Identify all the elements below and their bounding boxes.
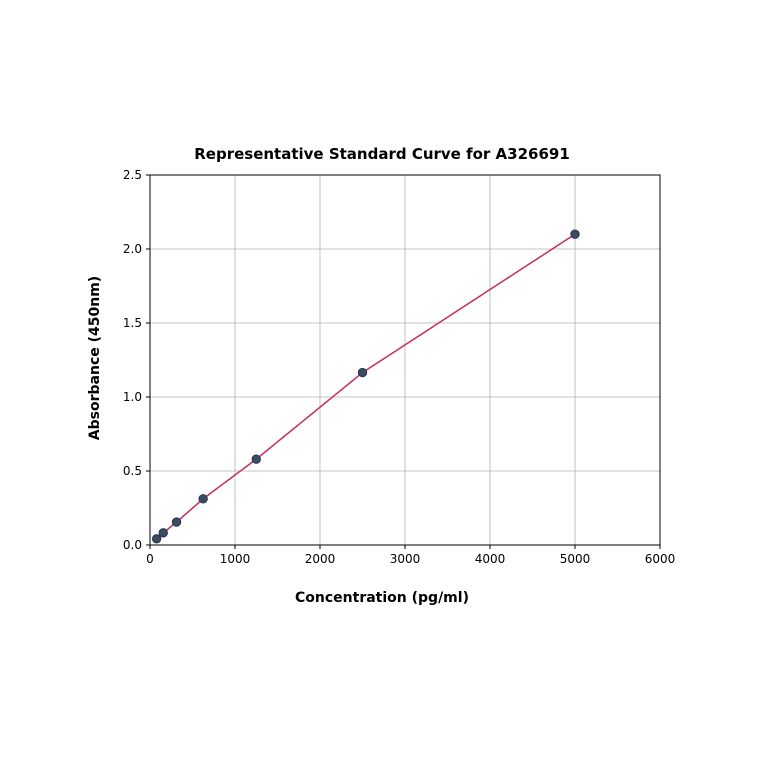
x-tick-label: 3000 bbox=[390, 552, 421, 566]
x-tick-label: 2000 bbox=[305, 552, 336, 566]
curve-line bbox=[157, 234, 575, 539]
data-point bbox=[152, 535, 160, 543]
data-point bbox=[571, 230, 579, 238]
data-point bbox=[358, 368, 366, 376]
x-tick-label: 0 bbox=[146, 552, 154, 566]
chart-container: Representative Standard Curve for A32669… bbox=[0, 0, 764, 764]
data-point bbox=[252, 455, 260, 463]
y-tick-label: 1.0 bbox=[123, 390, 142, 404]
data-point bbox=[199, 495, 207, 503]
y-tick-label: 2.0 bbox=[123, 242, 142, 256]
x-tick-label: 6000 bbox=[645, 552, 676, 566]
x-tick-label: 5000 bbox=[560, 552, 591, 566]
y-tick-label: 1.5 bbox=[123, 316, 142, 330]
plot-svg: 0 1000 2000 3000 4000 5000 6000 0.0 0.5 1.0 1.5 2.0… bbox=[0, 0, 764, 764]
x-tick-label: 4000 bbox=[475, 552, 506, 566]
data-point bbox=[159, 529, 167, 537]
data-point bbox=[172, 518, 180, 526]
x-tick-label: 1000 bbox=[220, 552, 251, 566]
y-tick-label: 0.5 bbox=[123, 464, 142, 478]
y-tick-label: 2.5 bbox=[123, 168, 142, 182]
y-tick-label: 0.0 bbox=[123, 538, 142, 552]
